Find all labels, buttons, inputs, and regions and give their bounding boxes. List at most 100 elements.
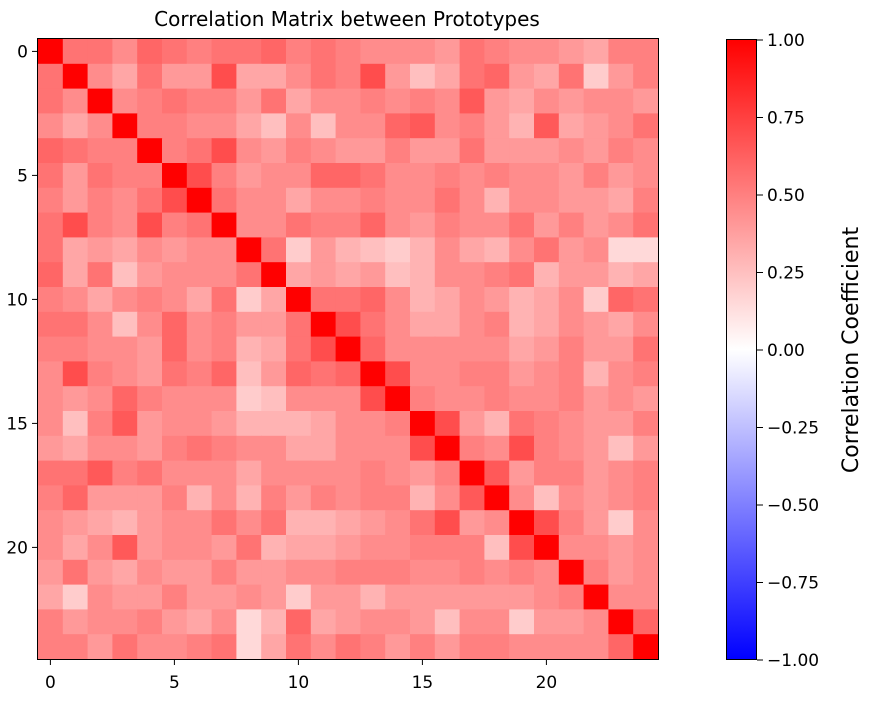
heatmap-cell	[360, 435, 386, 462]
heatmap-cell	[484, 559, 510, 586]
heatmap-cell	[261, 361, 287, 387]
heatmap-cell	[38, 187, 64, 214]
heatmap-cell	[608, 336, 634, 362]
heatmap-cell	[137, 163, 163, 189]
heatmap-cell	[137, 386, 163, 412]
heatmap-cell	[286, 212, 312, 238]
heatmap-cell	[633, 510, 659, 536]
heatmap-cell	[162, 262, 188, 288]
heatmap-cell	[459, 609, 485, 635]
heatmap-cell	[38, 113, 64, 139]
heatmap-cell	[608, 88, 634, 114]
heatmap-cell	[534, 510, 560, 536]
heatmap-cell	[583, 460, 609, 486]
heatmap-cell	[558, 336, 585, 362]
heatmap-cell	[236, 311, 262, 338]
heatmap-cell	[534, 336, 560, 362]
heatmap-cell	[633, 435, 659, 462]
heatmap-cell	[286, 187, 312, 214]
heatmap-cell	[162, 535, 188, 561]
heatmap-cell	[608, 262, 634, 288]
heatmap-cell	[38, 510, 64, 536]
heatmap-cell	[434, 39, 461, 65]
heatmap-cell	[62, 460, 89, 486]
heatmap-cell	[310, 88, 337, 114]
heatmap-cell	[633, 485, 659, 511]
heatmap-cell	[286, 39, 312, 65]
heatmap-cell	[87, 559, 113, 586]
heatmap-cell	[534, 39, 560, 65]
heatmap-cell	[87, 609, 113, 635]
heatmap-cell	[335, 584, 361, 610]
heatmap-cell	[62, 609, 89, 635]
heatmap-cell	[583, 361, 609, 387]
heatmap-cell	[87, 411, 113, 437]
heatmap-cell	[608, 361, 634, 387]
heatmap-cell	[286, 411, 312, 437]
heatmap-cell	[583, 212, 609, 238]
heatmap-cell	[459, 262, 485, 288]
heatmap-cell	[162, 411, 188, 437]
heatmap-cell	[261, 510, 287, 536]
heatmap-cell	[211, 262, 237, 288]
heatmap-cell	[360, 460, 386, 486]
heatmap-cell	[583, 262, 609, 288]
heatmap-cell	[459, 237, 485, 263]
heatmap-cell	[62, 163, 89, 189]
heatmap-cell	[62, 287, 89, 313]
heatmap-cell	[261, 138, 287, 164]
heatmap-cell	[186, 212, 213, 238]
heatmap-cell	[112, 435, 138, 462]
heatmap-cell	[38, 634, 64, 660]
x-tick-label: 5	[169, 673, 180, 693]
x-tick-label: 10	[288, 673, 310, 693]
heatmap-cell	[608, 163, 634, 189]
heatmap-cell	[385, 237, 411, 263]
heatmap-cell	[87, 485, 113, 511]
heatmap-cell	[286, 485, 312, 511]
heatmap-cell	[310, 39, 337, 65]
heatmap-cell	[38, 411, 64, 437]
heatmap-cell	[558, 187, 585, 214]
heatmap-cell	[236, 287, 262, 313]
heatmap-cell	[558, 386, 585, 412]
heatmap-cell	[286, 460, 312, 486]
heatmap-cell	[87, 535, 113, 561]
heatmap-cell	[62, 411, 89, 437]
heatmap-cell	[236, 411, 262, 437]
heatmap-cell	[608, 311, 634, 338]
heatmap-cell	[38, 163, 64, 189]
heatmap-cell	[236, 634, 262, 660]
heatmap-cell	[608, 113, 634, 139]
heatmap-cell	[261, 460, 287, 486]
heatmap-cell	[211, 287, 237, 313]
colorbar-tick-label: −0.25	[767, 419, 819, 439]
heatmap-cell	[38, 212, 64, 238]
heatmap-cell	[385, 411, 411, 437]
heatmap-cell	[186, 584, 213, 610]
heatmap-cell	[434, 386, 461, 412]
heatmap-cell	[38, 39, 64, 65]
heatmap-cell	[335, 287, 361, 313]
heatmap-cell	[87, 336, 113, 362]
heatmap-cell	[633, 163, 659, 189]
heatmap-cell	[186, 39, 213, 65]
heatmap-cell	[286, 237, 312, 263]
heatmap-cell	[534, 63, 560, 90]
heatmap-cell	[137, 361, 163, 387]
heatmap-cell	[360, 584, 386, 610]
heatmap-cell	[410, 584, 436, 610]
heatmap-cell	[211, 39, 237, 65]
heatmap-cell	[286, 361, 312, 387]
heatmap-cell	[360, 63, 386, 90]
heatmap-cell	[534, 584, 560, 610]
heatmap-cell	[310, 535, 337, 561]
heatmap-cell	[534, 311, 560, 338]
heatmap-cell	[87, 584, 113, 610]
heatmap-cell	[534, 361, 560, 387]
heatmap-cell	[335, 386, 361, 412]
heatmap-cell	[211, 187, 237, 214]
heatmap-cell	[211, 535, 237, 561]
heatmap-cell	[509, 138, 535, 164]
heatmap-cell	[410, 609, 436, 635]
